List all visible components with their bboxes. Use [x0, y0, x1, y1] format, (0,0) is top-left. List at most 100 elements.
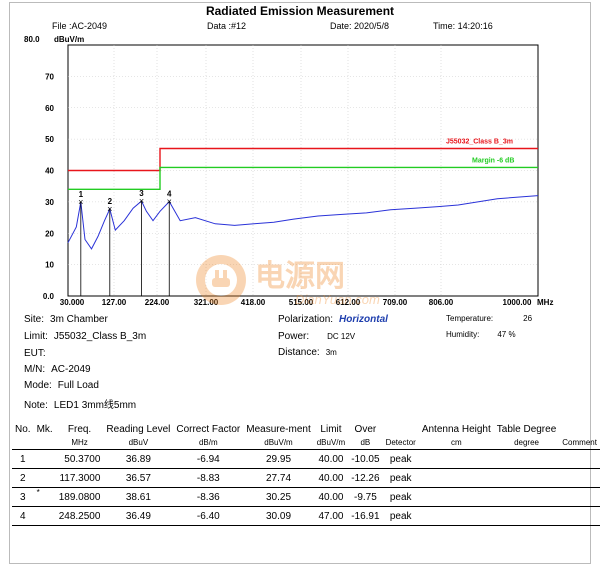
- table-cell: [419, 488, 494, 507]
- y-tick-label: 60: [45, 104, 54, 113]
- file-id: File :AC-2049: [52, 21, 108, 31]
- report-title: Radiated Emission Measurement: [205, 4, 395, 18]
- col-comment-head: [559, 424, 600, 435]
- marker-x-symbol: ×: [139, 196, 144, 206]
- table-row: 3 * 189.0800 38.61 -8.36 30.25 40.00 -9.75 peak: [12, 488, 600, 507]
- temperature-info: Temperature: 26: [446, 314, 533, 323]
- col-antenna-height: Antenna Height: [421, 424, 491, 435]
- col-over: Over: [354, 424, 377, 435]
- table-cell: [494, 488, 559, 507]
- table-cell: peak: [389, 472, 412, 484]
- table-cell: [494, 450, 559, 469]
- emission-chart: 0.0 10 20 30 40 50 60 70 80.0 dBuV/m 30.000 127.00 2…: [24, 35, 553, 307]
- col-measurement: Measure-ment: [246, 424, 311, 435]
- table-cell: [559, 507, 600, 526]
- y-axis-unit-label: dBuV/m: [54, 35, 84, 44]
- x-tick-label: 709.00: [383, 298, 408, 307]
- col-detector-head: [383, 424, 419, 435]
- table-units-row: MHz dBuV dB/m dBuV/m dBuV/m dB Detector cm de…: [12, 435, 600, 450]
- eut-info: EUT:: [24, 348, 46, 359]
- x-tick-label: 127.00: [102, 298, 127, 307]
- col-table-degree: Table Degree: [496, 424, 557, 435]
- table-cell: -12.26: [351, 472, 380, 484]
- table-cell: -16.91: [351, 510, 380, 522]
- y-tick-label: 70: [45, 72, 54, 81]
- table-cell: -8.36: [196, 491, 220, 503]
- col-no: No.: [15, 424, 31, 435]
- report-frame: [9, 2, 591, 564]
- y-tick-label: 40: [45, 167, 54, 176]
- limit-line-label: J55032_Class B_3m: [446, 139, 513, 146]
- table-cell: 3: [20, 491, 26, 503]
- table-cell: 47.00: [318, 510, 344, 522]
- series-line-1: [68, 166, 538, 190]
- table-cell: 30.09: [265, 510, 292, 522]
- note-info: Note: LED1 3mm线5mm: [24, 400, 137, 411]
- table-cell: [34, 507, 56, 526]
- marker-label: 3: [139, 189, 144, 198]
- mn-info: M/N: AC-2049: [24, 364, 91, 375]
- report-time: Time: 14:20:16: [433, 21, 493, 31]
- table-cell: 189.0800: [58, 491, 101, 503]
- x-tick-label: 612.00: [336, 298, 361, 307]
- col-reading-level: Reading Level: [106, 424, 171, 435]
- marker-x-symbol: ×: [78, 197, 83, 207]
- table-header-row: No. Mk. Freq. Reading Level Correct Fact…: [12, 424, 600, 435]
- marker-label: 1: [79, 190, 84, 199]
- table-cell: -6.94: [196, 453, 220, 465]
- table-cell: -10.05: [351, 453, 380, 465]
- table-cell: [559, 469, 600, 488]
- x-tick-label: 515.00: [289, 298, 314, 307]
- x-tick-label: 224.00: [145, 298, 170, 307]
- marker-label: 4: [167, 190, 172, 199]
- table-cell: peak: [389, 510, 412, 522]
- table-cell: 36.89: [125, 453, 151, 465]
- y-tick-label: 10: [45, 261, 54, 270]
- x-tick-label: 1000.00: [503, 298, 532, 307]
- table-cell: 40.00: [318, 472, 344, 484]
- table-cell: 29.95: [265, 453, 292, 465]
- y-tick-label: 30: [45, 198, 54, 207]
- table-cell: [34, 450, 56, 469]
- table-cell: 50.3700: [64, 453, 101, 465]
- table-cell: 27.74: [265, 472, 292, 484]
- y-axis-max-label: 80.0: [24, 35, 40, 44]
- margin-line-label: Margin -6 dB: [472, 157, 514, 164]
- y-tick-label: 50: [45, 135, 54, 144]
- y-tick-label: 20: [45, 229, 54, 238]
- table-cell: [494, 507, 559, 526]
- humidity-info: Humidity: 47 %: [446, 330, 516, 339]
- data-id: Data :#12: [207, 21, 247, 31]
- table-cell: [559, 488, 600, 507]
- table-cell: 2: [20, 472, 26, 484]
- col-freq: Freq.: [67, 424, 92, 435]
- x-tick-label: 321.00: [194, 298, 219, 307]
- table-cell: -8.83: [196, 472, 220, 484]
- marker-x-symbol: ×: [107, 204, 112, 214]
- table-cell: 30.25: [265, 491, 292, 503]
- marker-x-symbol: ×: [167, 197, 172, 207]
- limit-info: Limit: J55032_Class B_3m: [24, 331, 147, 342]
- table-cell: -9.75: [353, 491, 377, 503]
- table-cell: 40.00: [318, 491, 344, 503]
- table-cell: peak: [389, 453, 412, 465]
- table-cell: [419, 507, 494, 526]
- table-cell: [419, 450, 494, 469]
- x-tick-label: 30.000: [60, 298, 85, 307]
- x-axis-unit-label: MHz: [537, 298, 553, 307]
- mode-info: Mode: Full Load: [24, 380, 99, 391]
- site-info: Site: 3m Chamber: [24, 314, 108, 325]
- power-info: Power: DC 12V: [278, 331, 356, 342]
- table-cell: 1: [20, 453, 26, 465]
- table-row: 4 248.2500 36.49 -6.40 30.09 47.00 -16.91 peak: [12, 507, 600, 526]
- col-correct-factor: Correct Factor: [176, 424, 241, 435]
- table-cell: 4: [20, 510, 26, 522]
- table-cell: 36.49: [125, 510, 151, 522]
- col-limit: Limit: [320, 424, 342, 435]
- table-cell: 36.57: [125, 472, 151, 484]
- table-cell: 40.00: [318, 453, 344, 465]
- x-tick-label: 806.00: [429, 298, 454, 307]
- results-table: No. Mk. Freq. Reading Level Correct Fact…: [12, 424, 600, 526]
- table-cell: [559, 450, 600, 469]
- y-tick-label: 0.0: [43, 292, 55, 301]
